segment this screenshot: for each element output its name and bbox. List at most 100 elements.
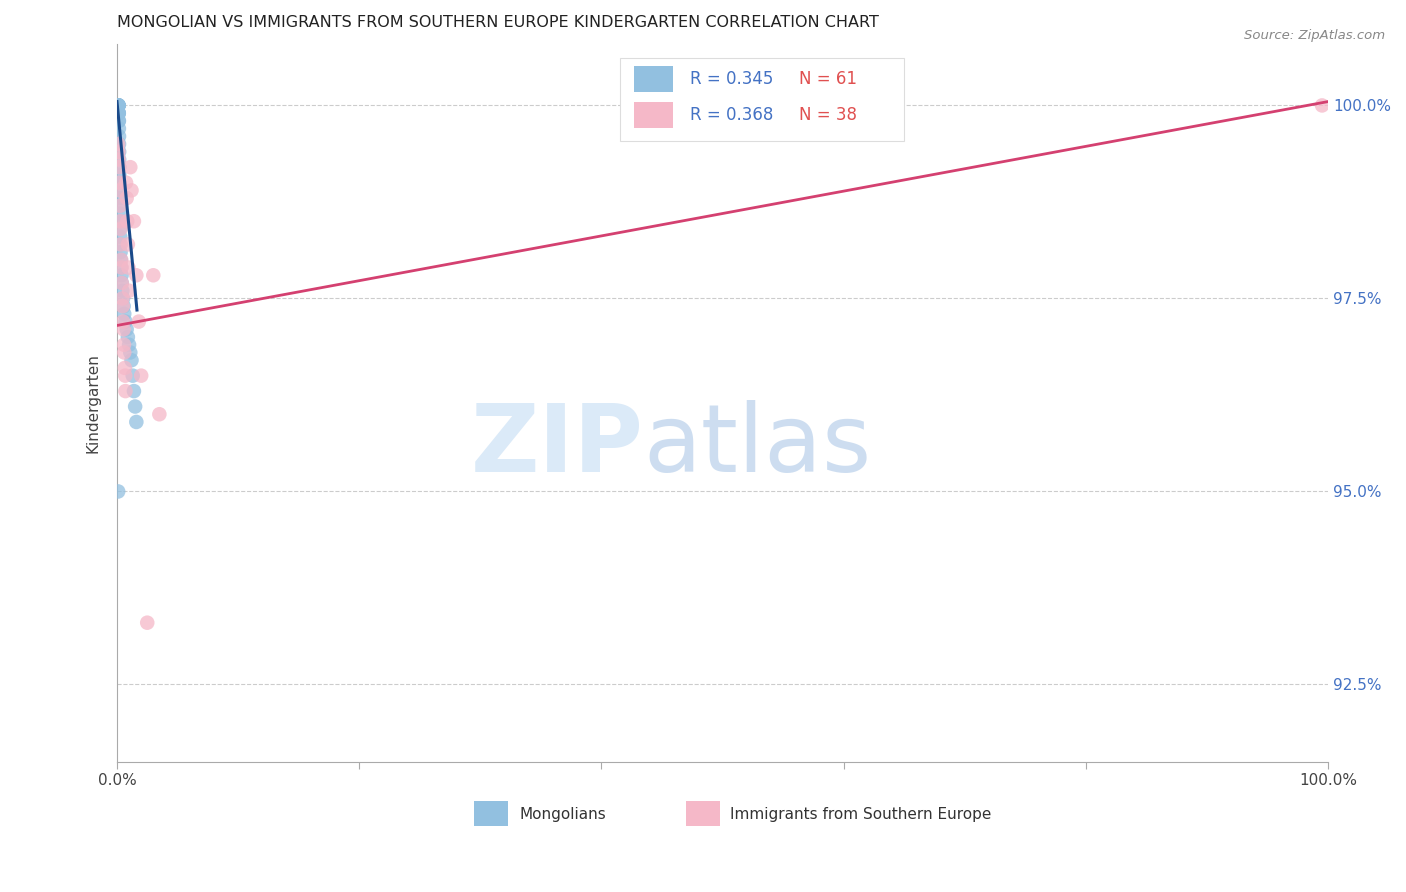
Point bbox=[110, 245, 132, 260]
Point bbox=[110, 237, 132, 252]
Point bbox=[107, 98, 129, 112]
Point bbox=[108, 176, 131, 190]
Point bbox=[108, 168, 131, 182]
Point bbox=[107, 98, 129, 112]
Point bbox=[122, 384, 145, 398]
Point bbox=[108, 114, 131, 128]
Point bbox=[125, 415, 148, 429]
Point bbox=[107, 98, 129, 112]
Point bbox=[108, 199, 131, 213]
Point bbox=[111, 315, 134, 329]
Text: R = 0.368: R = 0.368 bbox=[690, 106, 773, 124]
Point bbox=[115, 322, 138, 336]
Point bbox=[108, 145, 131, 159]
Point bbox=[114, 384, 136, 398]
Text: N = 38: N = 38 bbox=[799, 106, 856, 124]
Point bbox=[107, 153, 129, 167]
Point bbox=[136, 615, 159, 630]
Point bbox=[108, 206, 131, 220]
Point bbox=[117, 214, 139, 228]
Point bbox=[118, 284, 141, 298]
Point bbox=[108, 199, 131, 213]
Point bbox=[107, 145, 129, 159]
Point bbox=[124, 400, 146, 414]
Text: R = 0.345: R = 0.345 bbox=[690, 70, 773, 87]
Point bbox=[108, 160, 131, 174]
Point bbox=[110, 260, 132, 275]
Point bbox=[1310, 98, 1333, 112]
Point bbox=[148, 407, 170, 421]
Point bbox=[111, 284, 134, 298]
Point bbox=[107, 98, 129, 112]
Point bbox=[107, 98, 129, 112]
Point bbox=[112, 338, 135, 352]
Point bbox=[107, 98, 129, 112]
Text: Source: ZipAtlas.com: Source: ZipAtlas.com bbox=[1244, 29, 1385, 42]
Point bbox=[117, 330, 139, 344]
Point bbox=[107, 98, 129, 112]
Point bbox=[112, 345, 135, 359]
Point bbox=[108, 153, 131, 167]
Point bbox=[108, 129, 131, 144]
Point bbox=[107, 106, 129, 120]
Point bbox=[111, 292, 134, 306]
Point bbox=[111, 292, 134, 306]
Text: Immigrants from Southern Europe: Immigrants from Southern Europe bbox=[730, 806, 991, 822]
Point bbox=[120, 345, 142, 359]
Point bbox=[110, 229, 132, 244]
Point bbox=[142, 268, 165, 283]
Point bbox=[112, 322, 135, 336]
Point bbox=[107, 136, 129, 151]
Point bbox=[107, 114, 129, 128]
Point bbox=[110, 260, 132, 275]
Point bbox=[117, 237, 139, 252]
Point bbox=[114, 368, 136, 383]
Text: ZIP: ZIP bbox=[471, 400, 644, 491]
Bar bbox=[634, 102, 673, 128]
Point bbox=[108, 160, 131, 174]
Point bbox=[110, 252, 132, 267]
Point bbox=[107, 98, 129, 112]
Point bbox=[117, 260, 139, 275]
Point bbox=[121, 183, 143, 197]
Point bbox=[107, 98, 129, 112]
Point bbox=[128, 315, 150, 329]
Point bbox=[125, 268, 148, 283]
Point bbox=[110, 214, 132, 228]
Point bbox=[111, 276, 134, 290]
Point bbox=[107, 106, 129, 120]
Point bbox=[108, 176, 131, 190]
Point bbox=[107, 98, 129, 112]
Point bbox=[112, 307, 135, 321]
Point bbox=[107, 106, 129, 120]
Point bbox=[108, 136, 131, 151]
Point bbox=[120, 160, 142, 174]
Point bbox=[111, 299, 134, 313]
Point bbox=[129, 368, 152, 383]
Point bbox=[112, 299, 135, 313]
Point bbox=[108, 191, 131, 205]
Point bbox=[118, 338, 141, 352]
Bar bbox=[620, 58, 904, 141]
Point bbox=[108, 183, 131, 197]
Point bbox=[108, 214, 131, 228]
Bar bbox=[474, 801, 508, 826]
Bar bbox=[686, 801, 720, 826]
Point bbox=[121, 368, 143, 383]
Point bbox=[115, 191, 138, 205]
Point bbox=[115, 176, 138, 190]
Y-axis label: Kindergarten: Kindergarten bbox=[86, 352, 100, 452]
Point bbox=[110, 222, 132, 236]
Point bbox=[111, 276, 134, 290]
Text: N = 61: N = 61 bbox=[799, 70, 856, 87]
Point bbox=[108, 121, 131, 136]
Text: MONGOLIAN VS IMMIGRANTS FROM SOUTHERN EUROPE KINDERGARTEN CORRELATION CHART: MONGOLIAN VS IMMIGRANTS FROM SOUTHERN EU… bbox=[117, 15, 879, 30]
Point bbox=[114, 315, 136, 329]
Point bbox=[107, 98, 129, 112]
Point bbox=[107, 98, 129, 112]
Point bbox=[107, 98, 129, 112]
Point bbox=[114, 360, 136, 375]
Point bbox=[110, 237, 132, 252]
Point bbox=[107, 98, 129, 112]
Point bbox=[122, 214, 145, 228]
